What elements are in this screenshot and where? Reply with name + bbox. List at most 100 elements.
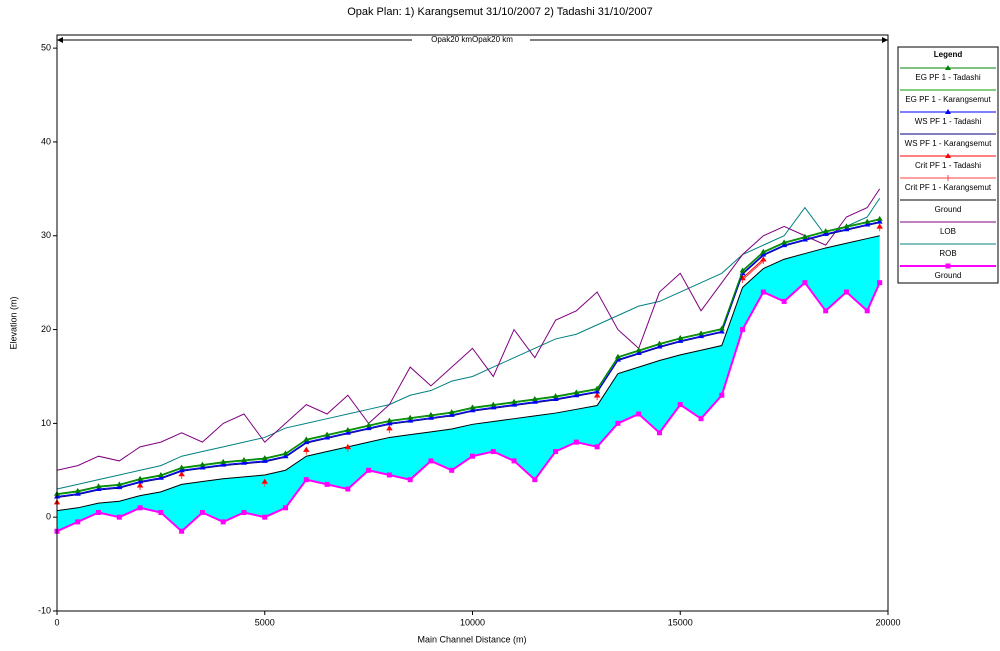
marker bbox=[945, 109, 951, 114]
marker bbox=[220, 458, 227, 464]
marker bbox=[615, 420, 621, 426]
marker bbox=[178, 467, 185, 473]
marker bbox=[490, 449, 496, 455]
marker bbox=[470, 453, 475, 459]
marker bbox=[945, 175, 951, 181]
marker bbox=[594, 388, 601, 394]
marker bbox=[303, 439, 310, 445]
marker bbox=[365, 425, 372, 431]
marker bbox=[407, 414, 414, 420]
marker bbox=[427, 414, 434, 420]
marker bbox=[428, 458, 434, 464]
marker bbox=[823, 308, 829, 314]
marker bbox=[303, 436, 310, 442]
marker bbox=[137, 505, 143, 511]
x-tick-label: 0 bbox=[54, 617, 59, 627]
marker bbox=[449, 467, 455, 473]
x-tick-label: 10000 bbox=[460, 617, 485, 627]
marker bbox=[843, 289, 849, 295]
marker bbox=[407, 477, 413, 483]
marker bbox=[553, 449, 559, 455]
legend-label: Ground bbox=[935, 205, 962, 214]
marker bbox=[945, 263, 951, 269]
marker bbox=[531, 395, 538, 401]
marker bbox=[864, 218, 871, 224]
legend: Legend EG PF 1 - Tadashi EG PF 1 - Karangs… bbox=[897, 46, 999, 284]
marker bbox=[220, 461, 227, 467]
marker bbox=[241, 509, 247, 515]
x-tick-label: 20000 bbox=[875, 617, 900, 627]
chart-title: Opak Plan: 1) Karangsemut 31/10/2007 2) … bbox=[347, 6, 653, 18]
legend-label: WS PF 1 - Tadashi bbox=[915, 117, 982, 126]
marker bbox=[876, 215, 883, 221]
marker bbox=[220, 519, 226, 525]
marker bbox=[303, 446, 310, 452]
marker bbox=[945, 65, 951, 70]
marker bbox=[283, 505, 289, 511]
marker bbox=[262, 514, 268, 520]
series-line bbox=[56, 188, 881, 471]
marker bbox=[594, 385, 601, 391]
legend-label: Crit PF 1 - Tadashi bbox=[915, 161, 981, 170]
y-tick-label: 0 bbox=[46, 512, 51, 522]
marker bbox=[240, 459, 247, 465]
marker bbox=[552, 393, 559, 399]
legend-label: Crit PF 1 - Karangsemut bbox=[905, 183, 992, 192]
y-tick-label: 30 bbox=[41, 230, 51, 240]
marker bbox=[344, 426, 351, 432]
legend-label: Ground bbox=[935, 271, 962, 280]
marker bbox=[614, 353, 621, 359]
marker bbox=[157, 471, 164, 477]
marker bbox=[698, 330, 705, 336]
marker bbox=[178, 464, 185, 470]
marker bbox=[427, 411, 434, 417]
marker bbox=[877, 280, 883, 286]
marker bbox=[698, 416, 704, 422]
annotation: Opak20 kmOpak20 km bbox=[431, 35, 513, 44]
marker bbox=[345, 486, 351, 492]
marker bbox=[344, 429, 351, 435]
marker bbox=[945, 153, 951, 158]
marker bbox=[760, 289, 766, 295]
marker bbox=[532, 477, 538, 483]
y-tick-label: 50 bbox=[41, 43, 51, 53]
marker bbox=[760, 251, 767, 257]
marker bbox=[324, 481, 330, 487]
marker bbox=[178, 471, 185, 477]
series-line bbox=[56, 197, 881, 490]
marker bbox=[594, 392, 601, 398]
marker bbox=[116, 481, 123, 487]
marker bbox=[386, 425, 393, 431]
marker bbox=[594, 444, 600, 450]
marker bbox=[718, 325, 725, 331]
legend-label: LOB bbox=[940, 227, 956, 236]
marker bbox=[448, 409, 455, 415]
marker bbox=[822, 228, 829, 234]
marker bbox=[573, 392, 580, 398]
marker bbox=[261, 478, 268, 484]
marker bbox=[137, 478, 144, 484]
marker bbox=[137, 482, 144, 488]
marker bbox=[137, 475, 144, 481]
marker bbox=[635, 350, 642, 356]
marker bbox=[781, 239, 788, 245]
marker bbox=[864, 308, 870, 314]
marker bbox=[324, 431, 331, 437]
marker bbox=[199, 464, 206, 470]
y-tick-label: 10 bbox=[41, 418, 51, 428]
legend-label: EG PF 1 - Tadashi bbox=[915, 73, 980, 82]
marker bbox=[718, 328, 725, 334]
marker bbox=[876, 218, 883, 224]
legend-label: WS PF 1 - Karangsemut bbox=[905, 139, 992, 148]
marker bbox=[656, 343, 663, 349]
marker bbox=[490, 401, 497, 407]
marker bbox=[75, 519, 81, 525]
legend-title: Legend bbox=[934, 50, 963, 59]
marker bbox=[677, 335, 684, 341]
marker bbox=[531, 398, 538, 404]
marker bbox=[261, 457, 268, 463]
marker bbox=[365, 422, 372, 428]
marker bbox=[469, 407, 476, 413]
